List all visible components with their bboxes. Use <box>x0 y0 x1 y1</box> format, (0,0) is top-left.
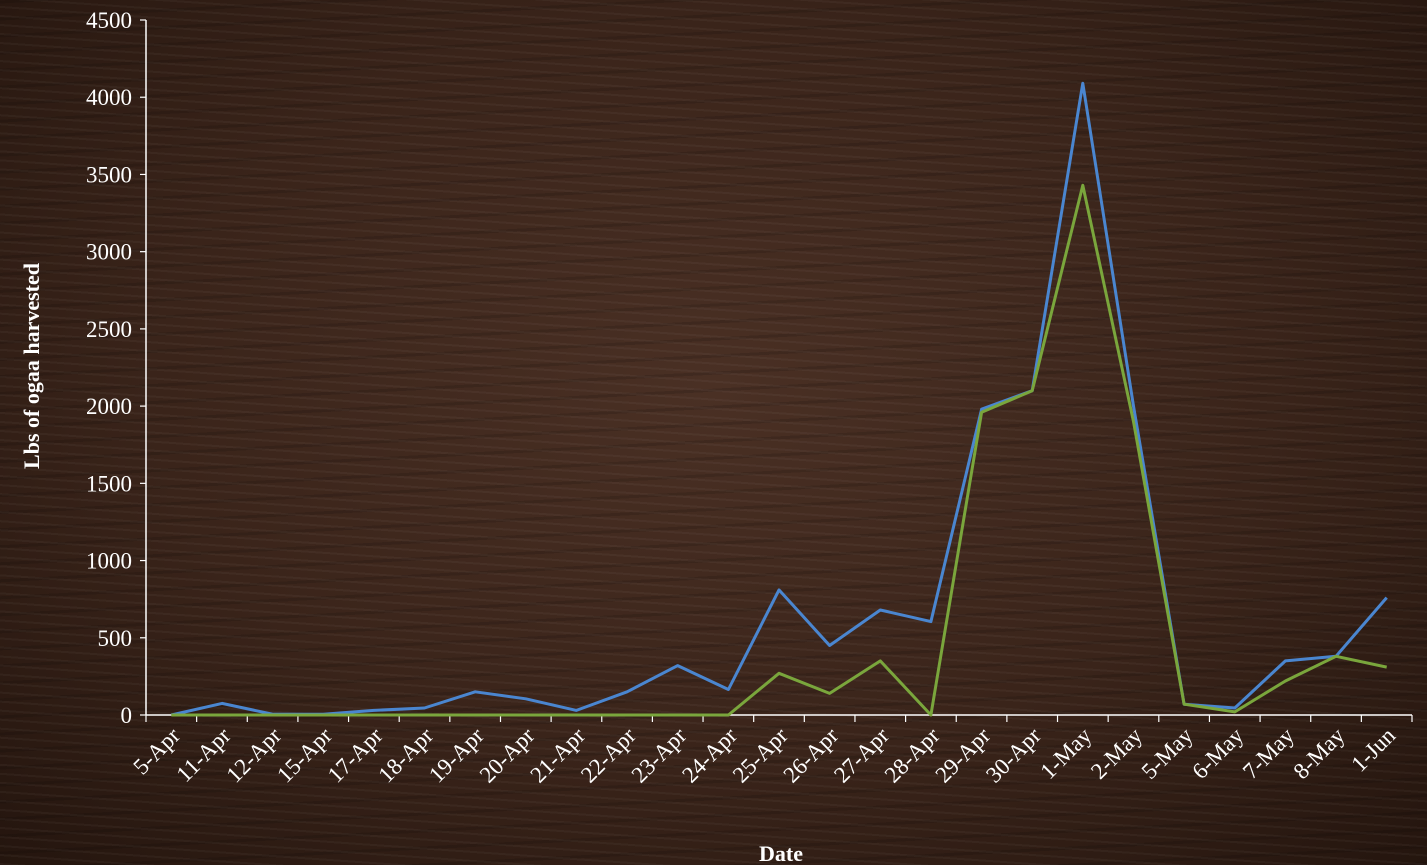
y-tick-label: 4000 <box>86 85 132 110</box>
series-lines <box>170 81 1388 717</box>
x-tick-label: 6-May <box>1187 723 1248 784</box>
x-tick-label: 29-Apr <box>930 723 995 788</box>
x-tick-label: 8-May <box>1289 723 1350 784</box>
x-tick-label: 25-Apr <box>728 723 793 788</box>
tick-labels: 0500100015002000250030003500400045005-Ap… <box>86 8 1401 788</box>
y-tick-label: 2500 <box>86 317 132 342</box>
x-tick-label: 20-Apr <box>475 723 540 788</box>
x-tick-label: 12-Apr <box>221 723 286 788</box>
x-tick-label: 21-Apr <box>525 723 590 788</box>
series-line-2 <box>171 183 1388 717</box>
x-tick-label: 30-Apr <box>981 723 1046 788</box>
x-tick-label: 5-May <box>1137 723 1198 784</box>
x-tick-label: 22-Apr <box>576 723 641 788</box>
y-tick-label: 500 <box>98 626 133 651</box>
x-tick-label: 17-Apr <box>323 723 388 788</box>
x-tick-label: 1-May <box>1035 723 1096 784</box>
x-tick-label: 15-Apr <box>272 723 337 788</box>
x-tick-label: 11-Apr <box>171 723 235 787</box>
y-tick-label: 0 <box>121 703 133 728</box>
axes <box>140 19 1413 722</box>
y-tick-label: 2000 <box>86 394 132 419</box>
x-axis-title: Date <box>759 841 803 865</box>
y-tick-label: 1500 <box>86 471 132 496</box>
x-tick-label: 26-Apr <box>779 723 844 788</box>
y-tick-label: 4500 <box>86 8 132 33</box>
x-tick-label: 7-May <box>1238 723 1299 784</box>
x-tick-label: 19-Apr <box>424 723 489 788</box>
x-tick-label: 18-Apr <box>373 723 438 788</box>
y-tick-label: 1000 <box>86 549 132 574</box>
x-tick-label: 1-Jun <box>1346 723 1400 777</box>
y-tick-label: 3500 <box>86 162 132 187</box>
x-tick-label: 27-Apr <box>829 723 894 788</box>
x-tick-label: 24-Apr <box>677 723 742 788</box>
y-axis-title: Lbs of ogaa harvested <box>19 263 44 469</box>
y-tick-label: 3000 <box>86 240 132 265</box>
x-tick-label: 23-Apr <box>627 723 692 788</box>
series-line-1 <box>170 81 1388 717</box>
x-tick-label: 28-Apr <box>880 723 945 788</box>
x-tick-label: 2-May <box>1086 723 1147 784</box>
